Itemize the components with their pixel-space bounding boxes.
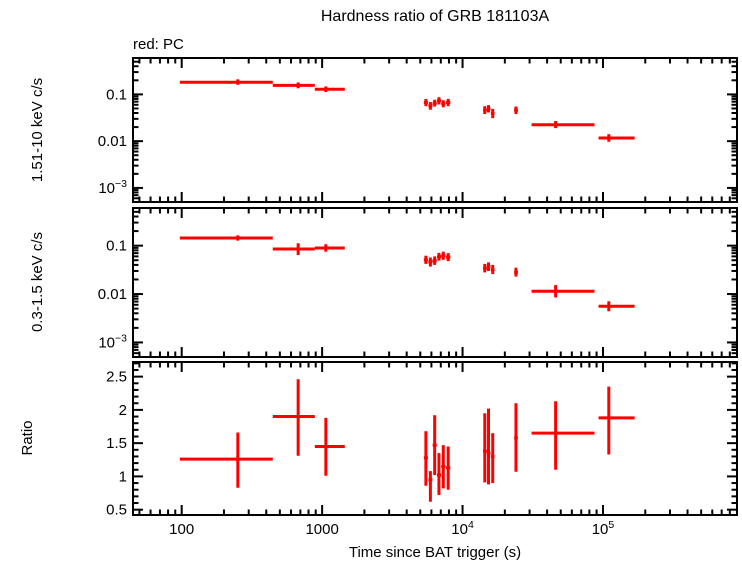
y-axis-label-hard: 1.51-10 keV c/s [29, 78, 46, 182]
x-tick-label: 104 [451, 519, 474, 538]
y-axis-label-ratio: Ratio [19, 420, 36, 455]
data-point [423, 98, 428, 107]
data-point [598, 301, 635, 312]
data-point [423, 431, 428, 486]
data-point [179, 79, 273, 85]
panel-soft-frame [132, 207, 738, 358]
data-point [598, 134, 635, 142]
y-tick-label: 0.1 [106, 238, 127, 255]
data-point [531, 120, 595, 129]
data-point [314, 417, 345, 476]
data-point [486, 105, 491, 113]
y-tick-label: 2 [119, 402, 127, 419]
panel-hard: 0.1 0.01 10−3 [98, 57, 738, 203]
data-point [428, 101, 433, 110]
data-point [441, 445, 446, 489]
x-tick-label: 105 [592, 519, 615, 538]
data-point [514, 106, 518, 115]
y-tick-label: 1 [119, 468, 127, 485]
y-tick-label: 0.5 [106, 502, 127, 519]
data-point [514, 267, 518, 277]
panel-soft-points [179, 235, 635, 312]
y-tick-label: 0.01 [98, 286, 127, 303]
y-tick-label: 10−3 [98, 332, 127, 351]
x-tick-labels: 100 1000 104 105 [169, 519, 614, 538]
chart-generated-layer: 0.1 0.01 10−3 0.1 0.01 10−3 0.5 1 1.5 2 2.5 100 1000… [98, 57, 738, 538]
data-point [432, 256, 437, 265]
data-point [272, 82, 315, 89]
data-point [531, 285, 595, 298]
y-tick-label: 10−3 [98, 178, 127, 197]
data-point [490, 264, 495, 274]
data-point [446, 446, 451, 490]
data-point [441, 251, 446, 260]
panel-ratio: 0.5 1 1.5 2 2.5 [106, 361, 738, 519]
data-point [490, 108, 495, 119]
data-point [428, 257, 433, 267]
x-axis-label: Time since BAT trigger (s) [349, 544, 521, 561]
y-tick-label: 0.1 [106, 86, 127, 103]
y-tick-label: 2.5 [106, 369, 127, 386]
data-point [428, 471, 433, 502]
data-point [490, 433, 495, 484]
panel-ratio-points [179, 379, 635, 502]
data-point [486, 408, 491, 485]
panel-ratio-frame [132, 361, 738, 516]
data-point [446, 98, 451, 107]
y-tick-label: 0.01 [98, 133, 127, 150]
data-point [446, 253, 451, 262]
data-point [314, 86, 345, 93]
data-point [179, 235, 273, 241]
data-point [514, 403, 518, 472]
y-axis-label-soft: 0.3-1.5 keV c/s [29, 232, 46, 332]
data-point [179, 432, 273, 488]
data-point [598, 386, 635, 455]
panel-hard-points [179, 79, 635, 142]
data-point [423, 255, 428, 264]
data-point [441, 100, 446, 108]
data-point [531, 401, 595, 470]
panel-hard-frame [132, 57, 738, 203]
data-point [432, 415, 437, 476]
data-point [483, 263, 487, 273]
data-point [432, 99, 437, 107]
mode-legend: red: PC [133, 36, 184, 53]
panel-soft: 0.1 0.01 10−3 [98, 207, 738, 358]
x-tick-label: 1000 [305, 521, 338, 538]
data-point [436, 453, 442, 496]
data-point [272, 243, 315, 256]
chart-title: Hardness ratio of GRB 181103A [321, 8, 550, 25]
data-point [436, 252, 442, 261]
data-point [314, 244, 345, 252]
data-point [436, 97, 442, 105]
x-tick-label: 100 [169, 521, 194, 538]
data-point [272, 379, 315, 456]
data-point [483, 106, 487, 115]
y-tick-label: 1.5 [106, 435, 127, 452]
data-point [483, 413, 487, 483]
data-point [486, 262, 491, 271]
